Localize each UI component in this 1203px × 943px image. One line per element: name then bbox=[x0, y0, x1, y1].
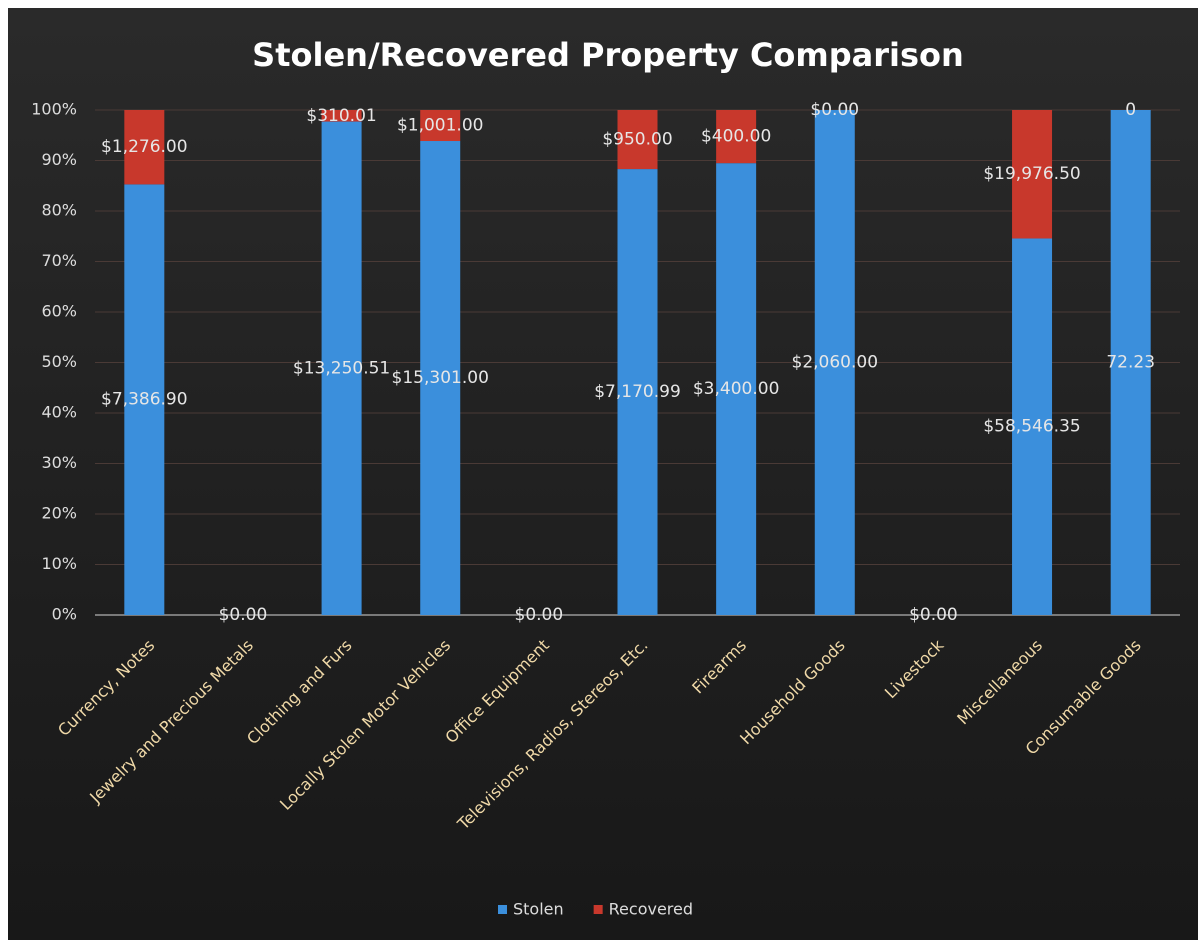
data-label: $19,976.50 bbox=[983, 164, 1080, 184]
bar-segment bbox=[420, 141, 461, 615]
y-tick-label: 30% bbox=[41, 453, 77, 472]
data-label: $0.00 bbox=[810, 100, 859, 120]
bar-segment bbox=[124, 184, 165, 616]
y-tick-label: 90% bbox=[41, 150, 77, 169]
data-label: $15,301.00 bbox=[392, 368, 489, 388]
y-tick-label: 100% bbox=[31, 100, 77, 119]
y-tick-label: 10% bbox=[41, 554, 77, 573]
y-tick-label: 80% bbox=[41, 201, 77, 220]
data-label: $0.00 bbox=[515, 605, 564, 625]
y-tick-label: 50% bbox=[41, 352, 77, 371]
bar-segment bbox=[1110, 110, 1151, 615]
data-label: 0 bbox=[1125, 100, 1136, 120]
bar-segment bbox=[617, 169, 658, 615]
y-tick-label: 0% bbox=[52, 605, 77, 624]
data-label: $3,400.00 bbox=[693, 379, 780, 399]
y-tick-label: 20% bbox=[41, 504, 77, 523]
y-tick-label: 60% bbox=[41, 302, 77, 321]
bar-segment bbox=[321, 110, 362, 122]
data-label: $0.00 bbox=[219, 605, 268, 625]
legend-swatch bbox=[498, 905, 507, 914]
bar-segment bbox=[124, 110, 165, 185]
data-label: $1,276.00 bbox=[101, 137, 188, 157]
y-tick-label: 70% bbox=[41, 251, 77, 270]
legend-label: Stolen bbox=[513, 900, 564, 919]
y-tick-label: 40% bbox=[41, 403, 77, 422]
data-label: $13,250.51 bbox=[293, 358, 390, 378]
bar-segment bbox=[1012, 238, 1053, 615]
legend-label: Recovered bbox=[609, 900, 693, 919]
chart-title: Stolen/Recovered Property Comparison bbox=[252, 36, 964, 74]
data-label: $400.00 bbox=[701, 127, 771, 147]
data-label: $7,170.99 bbox=[594, 382, 681, 402]
data-label: $310.01 bbox=[306, 106, 376, 126]
data-label: $2,060.00 bbox=[792, 353, 879, 373]
bar-segment bbox=[716, 110, 757, 164]
data-label: $950.00 bbox=[602, 130, 672, 150]
bar-segment bbox=[420, 110, 461, 142]
data-label: $7,386.90 bbox=[101, 390, 188, 410]
data-label: $1,001.00 bbox=[397, 116, 484, 136]
data-label: $58,546.35 bbox=[983, 417, 1080, 437]
bar-segment bbox=[716, 163, 757, 615]
legend-swatch bbox=[593, 905, 603, 914]
data-label: $0.00 bbox=[909, 605, 958, 625]
bar-segment bbox=[617, 110, 658, 170]
data-label: 72.23 bbox=[1106, 353, 1155, 373]
chart-background bbox=[8, 8, 1198, 940]
bar-segment bbox=[814, 110, 855, 615]
bar-segment bbox=[321, 121, 362, 615]
bar-segment bbox=[1012, 110, 1053, 239]
